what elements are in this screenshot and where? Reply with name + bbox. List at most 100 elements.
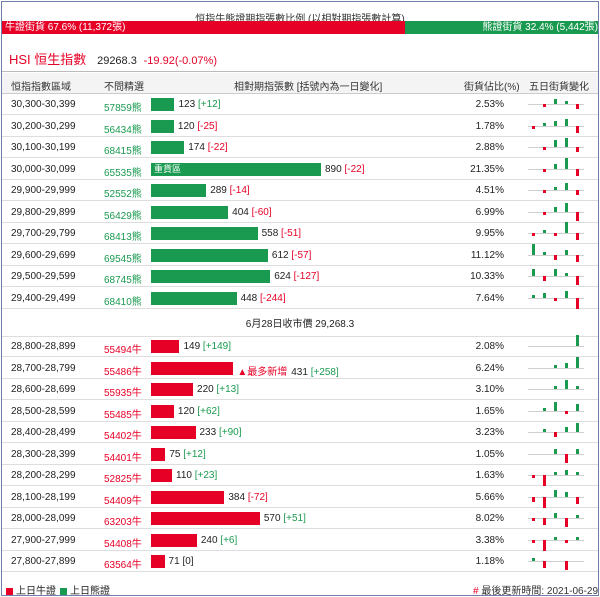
contracts-count: 123: [178, 99, 196, 110]
product-code-link[interactable]: 55486牛: [104, 366, 142, 378]
table-row: 27,900-27,999 54408牛 240 [+6] 3.38%: [2, 530, 598, 551]
legend-bull-swatch: [6, 588, 13, 595]
spark-bar: [565, 539, 568, 543]
last-updated: # 最後更新時間: 2021-06-29 08: [473, 586, 599, 596]
contracts-bar: [151, 555, 165, 568]
five-day-sparkline: [528, 401, 584, 421]
table-row: 28,000-28,099 63203牛 570 [+51] 8.02%: [2, 508, 598, 529]
contracts-value: 233 [+90]: [200, 427, 242, 438]
contracts-change: [-51]: [281, 228, 302, 239]
spark-bar: [576, 276, 579, 285]
contracts-bar: [151, 533, 197, 547]
five-day-sparkline: [528, 94, 584, 114]
legend-bear-swatch: [60, 588, 67, 595]
contracts-change: [-22]: [344, 163, 365, 175]
contracts-bar: [151, 98, 175, 111]
spark-bar: [565, 491, 568, 497]
outstanding-pct: 8.02%: [475, 513, 504, 524]
product-code-link[interactable]: 63203牛: [104, 517, 142, 528]
spark-bar: [554, 489, 557, 497]
outstanding-pct: 2.88%: [475, 142, 504, 153]
contracts-change: [+6]: [220, 534, 238, 546]
product-code-link[interactable]: 54401牛: [104, 452, 142, 464]
contracts-count: 890: [325, 163, 342, 175]
product-code-link[interactable]: 56434熊: [104, 124, 142, 136]
product-code-link[interactable]: 63564牛: [104, 560, 142, 571]
outstanding-pct: 3.38%: [475, 534, 504, 546]
product-code-link[interactable]: 65535熊: [104, 167, 142, 179]
spark-bar: [532, 539, 535, 543]
table-row: 28,100-28,199 54409牛 384 [-72] 5.66%: [2, 487, 598, 508]
table-row: 27,800-27,899 63564牛 71 [0] 1.18%: [2, 551, 598, 572]
table-row: 29,600-29,699 69545熊 612 [-57] 11.12%: [2, 243, 598, 266]
five-day-sparkline: [528, 288, 584, 309]
product-code-link[interactable]: 68745熊: [104, 275, 142, 286]
index-range: 30,100-30,199: [11, 142, 76, 153]
index-range: 30,000-30,099: [11, 163, 76, 175]
product-code-link[interactable]: 54409牛: [104, 495, 142, 507]
product-code-link[interactable]: 69545熊: [104, 253, 142, 265]
contracts-count: 289: [210, 185, 227, 196]
product-code-link[interactable]: 55494牛: [104, 345, 142, 356]
spark-bar: [565, 518, 568, 527]
product-code-link[interactable]: 68410熊: [104, 296, 142, 308]
index-name[interactable]: HSI 恒生指數: [9, 52, 87, 67]
contracts-count: 448: [240, 292, 258, 304]
product-code-link[interactable]: 56429熊: [104, 210, 142, 222]
spark-bar: [554, 206, 557, 212]
spark-bar: [554, 297, 557, 301]
table-row: 28,200-28,299 52825牛 110 [+23] 1.63%: [2, 465, 598, 486]
outstanding-pct: 1.63%: [475, 470, 504, 481]
contracts-bar: [151, 119, 174, 133]
product-code-link[interactable]: 68415熊: [104, 146, 142, 157]
outstanding-pct: 1.05%: [475, 448, 504, 460]
contracts-change: [-57]: [291, 249, 312, 261]
outstanding-pct: 6.24%: [475, 362, 504, 374]
contracts-change: [-25]: [197, 120, 218, 132]
contracts-change: [+258]: [310, 366, 339, 378]
product-code-link[interactable]: 52825牛: [104, 474, 142, 485]
table-row: 28,400-28,499 54402牛 233 [+90] 3.23%: [2, 422, 598, 443]
index-range: 30,300-30,399: [11, 99, 76, 110]
spark-bar: [565, 453, 568, 463]
spark-bar: [543, 276, 546, 281]
table-row: 29,400-29,499 68410熊 448 [-244] 7.64%: [2, 288, 598, 309]
contracts-bar: [151, 291, 237, 305]
product-code-link[interactable]: 54402牛: [104, 431, 142, 442]
contracts-change: [-127]: [293, 271, 320, 282]
spark-bar: [576, 233, 579, 240]
contracts-bar: [151, 141, 185, 154]
outstanding-pct: 1.18%: [475, 556, 504, 567]
contracts-bar: [151, 426, 196, 439]
spark-bar: [554, 187, 557, 190]
outstanding-pct: 2.08%: [475, 341, 504, 352]
contracts-count: 612: [271, 249, 289, 261]
product-code-link[interactable]: 68413熊: [104, 232, 142, 243]
spark-bar: [554, 536, 557, 540]
contracts-value: 612 [-57]: [272, 250, 311, 261]
spark-bar: [532, 496, 535, 502]
product-code-link[interactable]: 54408牛: [104, 538, 142, 550]
spark-bar: [543, 168, 546, 172]
spark-baseline: [528, 211, 584, 213]
index-range: 28,600-28,699: [11, 384, 76, 395]
spark-bar: [565, 157, 568, 169]
product-code-link[interactable]: 52552熊: [104, 189, 142, 200]
index-price: 29268.3: [97, 55, 137, 67]
contracts-change: [-72]: [247, 491, 268, 503]
product-code-link[interactable]: 55935牛: [104, 388, 142, 399]
contracts-value: 448 [-244]: [241, 293, 286, 304]
spark-bar: [565, 561, 568, 570]
most-added-tag: ▲最多新增: [237, 366, 288, 378]
spark-bar: [565, 222, 568, 233]
product-code-link[interactable]: 55485牛: [104, 409, 142, 421]
outstanding-pct: 21.35%: [470, 163, 504, 175]
index-range: 30,200-30,299: [11, 120, 76, 132]
previous-close-row: 6月28日收市價 29,268.3: [2, 315, 598, 337]
spark-bar: [565, 101, 568, 104]
product-code-link[interactable]: 57859熊: [104, 103, 142, 114]
spark-bar: [576, 448, 579, 454]
contracts-value: 149 [+149]: [183, 341, 231, 352]
five-day-sparkline: [528, 422, 584, 442]
